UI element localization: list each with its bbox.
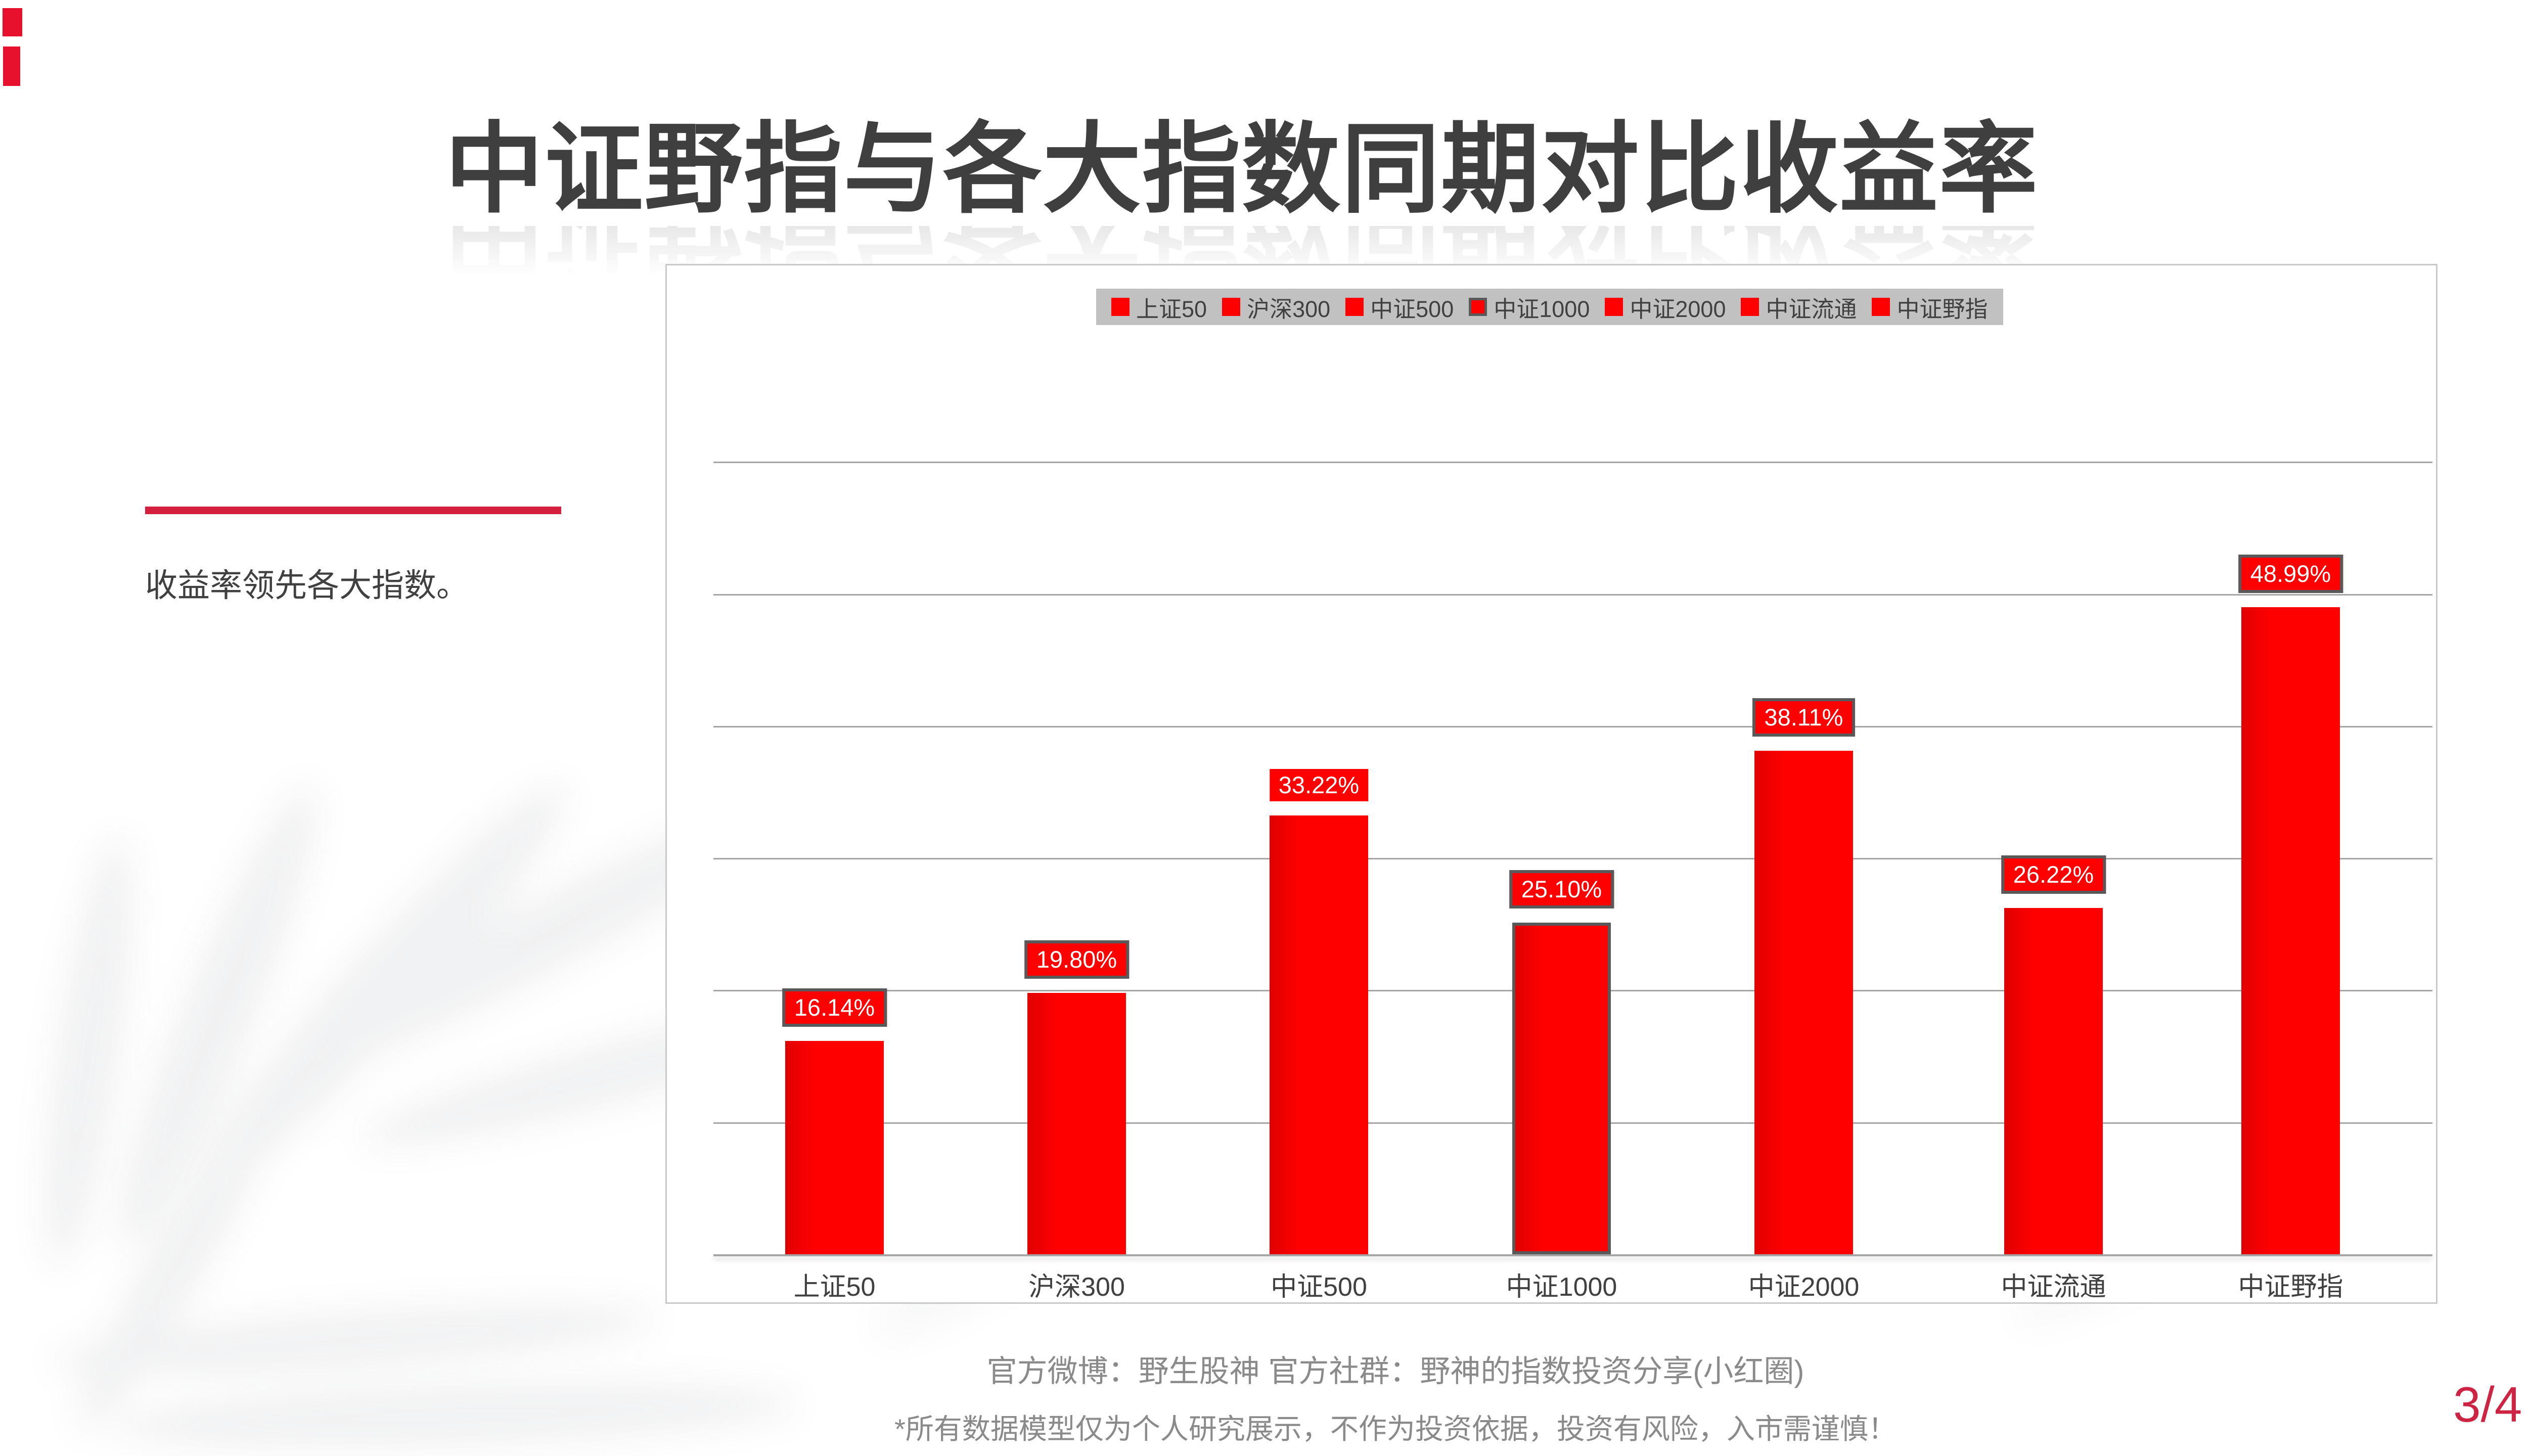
corner-accent-mark-bottom xyxy=(3,47,20,86)
legend-label: 上证50 xyxy=(1136,296,1207,322)
legend-label: 中证1000 xyxy=(1494,296,1590,322)
gridline-60pct xyxy=(713,462,2432,463)
legend-label: 中证野指 xyxy=(1897,296,1988,322)
legend-item-沪深300: 沪深300 xyxy=(1222,291,1330,324)
category-label-中证野指: 中证野指 xyxy=(2238,1272,2343,1302)
legend-item-上证50: 上证50 xyxy=(1111,291,1207,324)
data-label-中证野指: 48.99% xyxy=(2238,555,2343,593)
category-label-中证流通: 中证流通 xyxy=(2001,1272,2106,1302)
chart-legend: 上证50 沪深300 中证500 中证1000 中证2000 中证流通 中证野指 xyxy=(1096,289,2003,325)
legend-item-中证野指: 中证野指 xyxy=(1872,291,1988,324)
legend-item-中证流通: 中证流通 xyxy=(1741,291,1857,324)
accent-divider-line xyxy=(145,507,561,514)
legend-swatch-icon xyxy=(1605,298,1623,316)
legend-label: 中证2000 xyxy=(1630,296,1726,322)
category-label-上证50: 上证50 xyxy=(793,1272,876,1302)
data-label-中证1000: 25.10% xyxy=(1509,870,1614,908)
bar-中证野指 xyxy=(2241,607,2340,1254)
category-label-中证500: 中证500 xyxy=(1271,1272,1367,1302)
legend-swatch-icon xyxy=(1469,298,1487,316)
category-label-沪深300: 沪深300 xyxy=(1028,1272,1125,1302)
legend-swatch-icon xyxy=(1222,298,1241,316)
x-axis-line xyxy=(713,1254,2432,1256)
data-label-中证2000: 38.11% xyxy=(1752,698,1856,737)
gridline-50pct xyxy=(713,594,2432,596)
legend-item-中证2000: 中证2000 xyxy=(1605,291,1726,324)
footer-official-accounts: 官方微博：野生股神 官方社群：野神的指数投资分享(小红圈) xyxy=(986,1354,1804,1388)
bar-中证2000 xyxy=(1754,751,1853,1254)
bar-上证50 xyxy=(785,1041,884,1254)
legend-swatch-icon xyxy=(1741,298,1759,316)
legend-swatch-icon xyxy=(1872,298,1890,316)
page-number: 3/4 xyxy=(2453,1377,2522,1432)
page-title: 中证野指与各大指数同期对比收益率 xyxy=(445,114,2039,224)
category-label-中证1000: 中证1000 xyxy=(1506,1272,1617,1302)
legend-swatch-icon xyxy=(1345,298,1364,316)
gridline-40pct xyxy=(713,726,2432,727)
gridline-30pct xyxy=(713,858,2432,859)
corner-accent-mark-top xyxy=(3,8,22,36)
bar-中证流通 xyxy=(2004,908,2103,1254)
bar-chart-area: 上证50 沪深300 中证500 中证1000 中证2000 中证流通 中证野指 16.14… xyxy=(665,264,2437,1304)
footer-disclaimer: *所有数据模型仅为个人研究展示，不作为投资依据，投资有风险，入市需谨慎！ xyxy=(894,1413,1897,1445)
side-note-text: 收益率领先各大指数。 xyxy=(145,567,469,604)
data-label-中证流通: 26.22% xyxy=(2001,855,2106,894)
legend-label: 中证流通 xyxy=(1766,296,1857,322)
legend-item-中证500: 中证500 xyxy=(1345,291,1454,324)
data-label-中证500: 33.22% xyxy=(1269,769,1369,801)
category-label-中证2000: 中证2000 xyxy=(1748,1272,1860,1302)
legend-label: 中证500 xyxy=(1370,296,1454,322)
legend-label: 沪深300 xyxy=(1247,296,1331,322)
bar-中证1000 xyxy=(1512,923,1611,1254)
data-label-沪深300: 19.80% xyxy=(1024,940,1130,979)
legend-item-中证1000: 中证1000 xyxy=(1469,291,1590,324)
legend-swatch-icon xyxy=(1111,298,1130,316)
bar-中证500 xyxy=(1270,815,1368,1254)
bar-沪深300 xyxy=(1027,993,1126,1254)
data-label-上证50: 16.14% xyxy=(782,988,887,1027)
